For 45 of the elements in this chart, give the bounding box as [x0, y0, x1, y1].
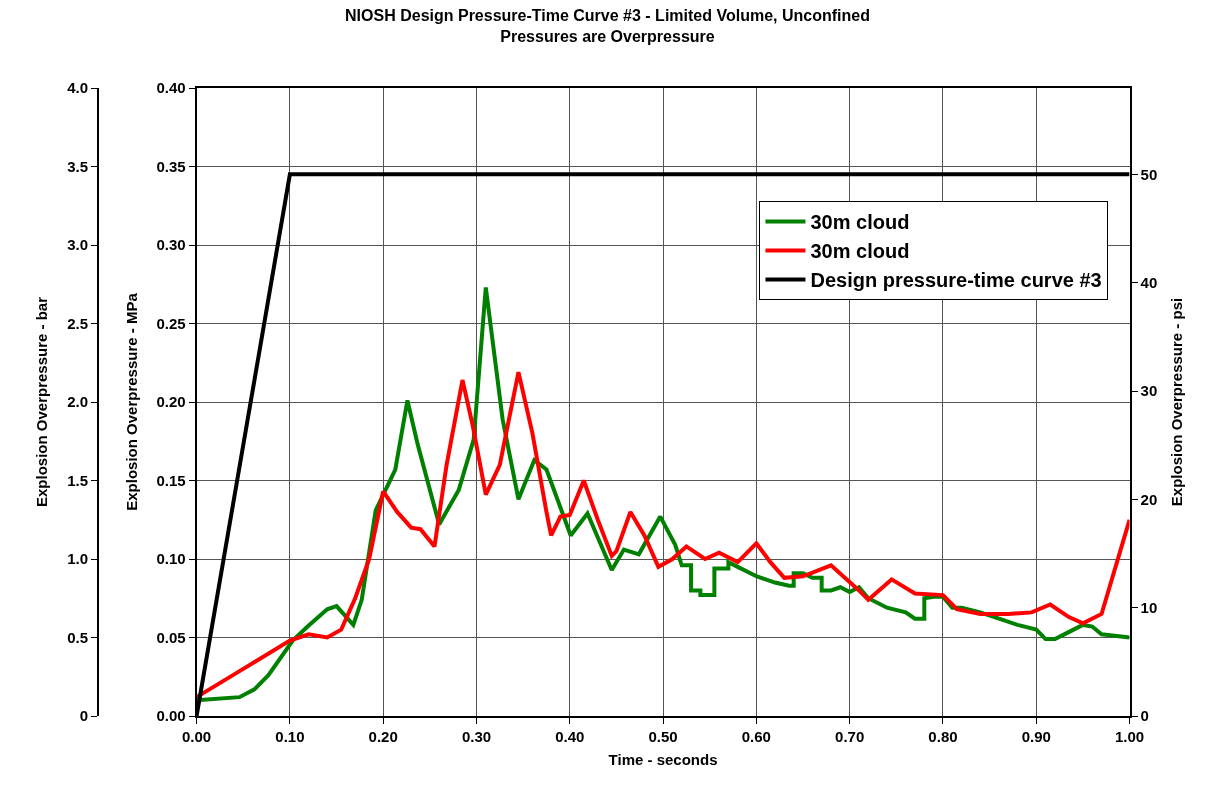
y3-tick-label: 0.5: [67, 628, 89, 646]
x-tick-label: 0.20: [368, 728, 398, 745]
x-tick-label: 0.30: [461, 728, 492, 745]
y3-axis-title: Explosion Overpressure - bar: [33, 296, 51, 508]
y2-axis-title: Explosion Overpressure - psi: [1167, 297, 1185, 507]
chart-title: NIOSH Design Pressure-Time Curve #3 - Limited Volume, Unconfined: [345, 6, 870, 24]
y-tick-label: 0.10: [156, 550, 186, 568]
y-tick-label: 0.20: [156, 393, 186, 411]
legend-label: 30m cloud: [810, 211, 910, 234]
y2-tick-label: 40: [1140, 274, 1158, 292]
y2-tick-label: 10: [1140, 598, 1158, 616]
y3-tick-label: 3.5: [67, 157, 89, 175]
chart-subtitle: Pressures are Overpressure: [500, 27, 715, 45]
y3-tick-label: 0: [79, 707, 89, 725]
y2-tick-label: 0: [1140, 707, 1149, 725]
x-tick-label: 0.70: [835, 728, 865, 745]
y-tick-label: 0.25: [156, 314, 186, 332]
y-axis-title: Explosion Overpressure - MPa: [123, 292, 141, 511]
x-tick-label: 0.00: [181, 728, 212, 745]
x-tick-label: 0.10: [275, 728, 305, 745]
y-tick-label: 0.05: [156, 628, 186, 646]
y3-tick-label: 3.0: [67, 236, 89, 254]
y3-tick-label: 4.0: [67, 79, 89, 97]
line-series: [196, 370, 1130, 700]
x-tick-label: 0.80: [928, 728, 958, 745]
y3-tick-label: 2.5: [67, 314, 89, 332]
x-tick-label: 0.90: [1021, 728, 1051, 745]
y3-tick-label: 1.5: [67, 471, 89, 489]
legend-label: 30m cloud: [810, 240, 910, 263]
legend-label: Design pressure-time curve #3: [810, 269, 1102, 292]
x-tick-label: 0.50: [648, 728, 678, 745]
y2-tick-label: 30: [1140, 382, 1158, 400]
y-tick-label: 0.00: [156, 707, 186, 725]
y-tick-label: 0.30: [156, 236, 186, 254]
y-tick-label: 0.15: [156, 471, 186, 489]
y-tick-label: 0.35: [156, 157, 186, 175]
y3-tick-label: 2.0: [67, 393, 89, 411]
x-tick-label: 1.00: [1114, 728, 1145, 745]
x-tick-label: 0.40: [555, 728, 585, 745]
y3-tick-label: 1.0: [67, 550, 89, 568]
x-tick-label: 0.60: [741, 728, 771, 745]
y2-tick-label: 50: [1140, 165, 1158, 183]
x-axis-title: Time - seconds: [608, 750, 718, 768]
y2-tick-label: 20: [1140, 490, 1158, 508]
y-tick-label: 0.40: [156, 79, 186, 97]
